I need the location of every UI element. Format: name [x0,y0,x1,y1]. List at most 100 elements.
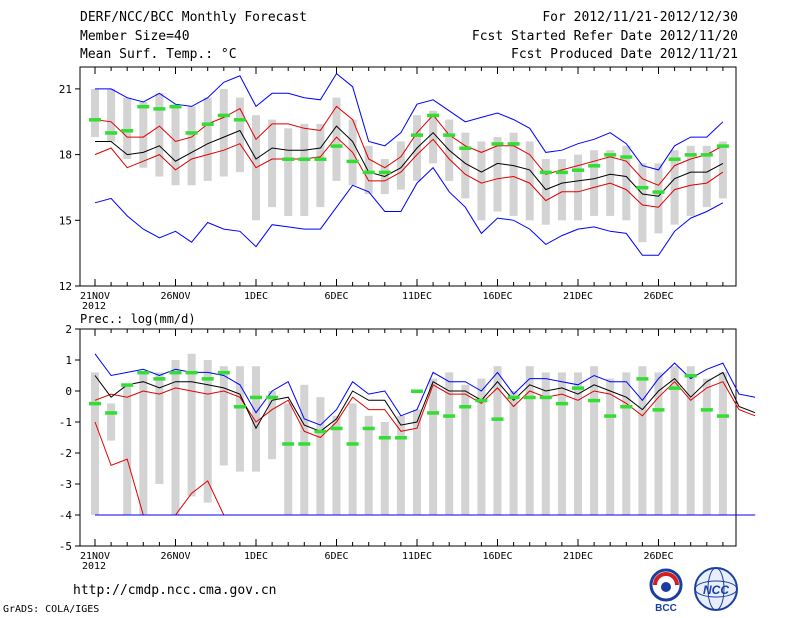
panel2-observed-mark [684,374,697,378]
panel1-spread-box [557,158,566,221]
panel1-year-label: 2012 [82,301,106,312]
panel1-observed-mark [169,104,182,109]
panel1-observed-mark [588,164,601,168]
panel2-series-mean [94,371,756,432]
panel2-title: Prec.: log(mm/d) [80,312,196,326]
panel1-spread-box [493,137,502,212]
panel1-spread-box [718,141,727,199]
panel1-observed-mark [346,159,359,164]
panel1-observed-mark [89,118,101,122]
panel1-spread-box [525,141,534,221]
panel2-observed-mark [555,401,568,406]
variable-label: Mean Surf. Temp.: °C [80,47,237,62]
panel2-observed-mark [105,411,118,415]
panel2-spread-box [574,372,582,515]
panel2-ytick-label: -5 [59,540,72,553]
panel1-observed-mark [459,146,472,151]
panel1-observed-mark [153,107,166,111]
panel2-spread-box [670,366,679,515]
panel2-xtick-label: 26NOV [160,551,190,562]
panel1-observed-mark [620,155,633,159]
panel2-spread-box [413,409,421,515]
panel2-spread-box [284,403,293,515]
panel2-ytick-label: -2 [59,447,72,460]
panel1-series-min [94,166,724,256]
panel2-ytick-label: 0 [65,385,72,398]
panel2-observed-mark [314,429,327,434]
source-url[interactable]: http://cmdp.ncc.cma.gov.cn [73,583,277,598]
forecast-period: For 2012/11/21-2012/12/30 [542,10,738,25]
panel2-observed-mark [201,377,214,381]
panel1-observed-mark [411,133,423,137]
panel2-spread-box [606,378,615,515]
panel2-ytick-label: -1 [59,416,72,429]
panel2-spread-box [541,372,550,515]
panel1-spread-box [638,163,647,243]
panel2-spread-box [509,391,518,515]
panel2-observed-mark [411,389,423,393]
panel2-spread-box [300,384,309,515]
panel2-series-max [94,353,756,426]
panel2-year-label: 2012 [82,561,106,572]
panel1-observed-mark [604,153,617,157]
panel2-observed-mark [217,370,230,375]
panel2-xtick-label: 11DEC [402,551,432,562]
panel1-xtick-label: 26NOV [160,291,190,302]
panel1-spread-box [235,97,244,173]
panel2-observed-mark [636,377,649,381]
panel1-xtick-label: 16DEC [482,291,512,302]
panel2-xtick-label: 1DEC [244,551,268,562]
panel1-observed-mark [539,170,552,175]
panel1-observed-mark [233,118,246,122]
panel2-observed-mark [394,436,407,440]
panel1-spread-box [461,132,470,199]
panel1-observed-mark [636,185,649,190]
panel1-ytick-label: 15 [59,214,72,227]
panel1-xtick-label: 21NOV [80,291,110,302]
panel1-spread-box [219,88,228,177]
panel1-observed-mark [362,170,375,175]
panel1-observed-mark [684,153,697,157]
panel2-spread-box [445,372,454,515]
panel2-spread-box [654,372,663,515]
panel1-observed-mark [443,133,456,137]
panel2-spread-box [380,422,389,515]
panel2-spread-box [332,415,341,515]
panel2-ytick-label: 2 [65,323,72,336]
panel2-ytick-label: -4 [59,509,73,522]
panel2-observed-mark [652,408,665,412]
panel1-spread-box [509,132,518,216]
panel1-xtick-label: 1DEC [244,291,268,302]
panel2-spread-box [525,366,534,515]
panel1-spread-box [541,158,550,225]
panel2-spread-box [235,366,244,472]
panel2-observed-mark [459,405,472,409]
panel2-observed-mark [427,411,440,415]
panel1-spread-box [332,97,341,181]
panel1-spread-box [139,102,148,168]
panel2-observed-mark [700,408,713,412]
panel1-ytick-label: 21 [59,83,72,96]
panel2-ytick-label: 1 [65,354,72,367]
panel1-observed-mark [507,142,520,146]
panel1-observed-mark [105,131,118,135]
panel1-observed-mark [121,129,134,133]
panel2-observed-mark [233,405,246,409]
panel1-spread-box [268,119,277,208]
forecast-produced: Fcst Produced Date 2012/11/21 [511,47,738,62]
panel2-spread-box [155,372,164,484]
panel2-xtick-label: 26DEC [643,551,673,562]
panel1-observed-mark [185,131,198,135]
panel1-spread-box [155,93,164,177]
panel1-observed-mark [314,157,327,161]
panel2-spread-box [364,415,373,515]
panel2-observed-mark [475,398,488,403]
panel2-observed-mark [330,426,343,431]
panel1-spread-box [107,88,116,142]
panel2-observed-mark [346,442,359,446]
grads-credit: GrADS: COLA/IGES [3,604,100,615]
panel2-observed-mark [507,395,520,400]
panel1-spread-box [590,150,599,216]
panel2-spread-box [203,360,212,503]
